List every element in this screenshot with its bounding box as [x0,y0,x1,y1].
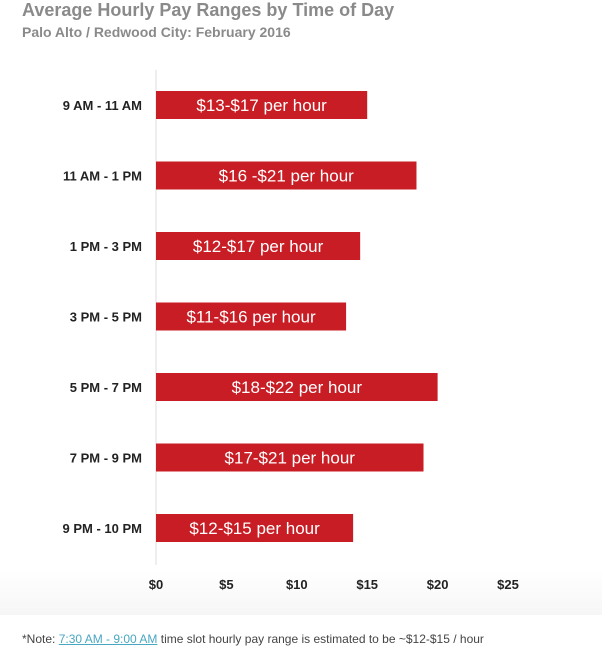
x-tick-label: $25 [497,577,519,592]
data-label: $12-$15 per hour [189,519,320,538]
footnote: *Note: 7:30 AM - 9:00 AM time slot hourl… [22,632,484,646]
bar [156,302,347,331]
chart-subtitle: Palo Alto / Redwood City: February 2016 [22,24,291,40]
data-label: $18-$22 per hour [232,378,363,397]
category-label: 3 PM - 5 PM [70,310,142,325]
bar [156,91,368,119]
x-tick-label: $10 [286,577,308,592]
x-tick-label: $20 [427,577,449,592]
category-label: 7 PM - 9 PM [70,451,142,466]
data-label: $11-$16 per hour [186,308,316,327]
x-tick-label: $5 [219,577,233,592]
bar [156,514,354,542]
footnote-suffix: time slot hourly pay range is estimated … [157,632,484,646]
data-label: $12-$17 per hour [193,237,324,256]
category-label: 9 PM - 10 PM [63,521,142,536]
category-label: 11 AM - 1 PM [63,169,142,184]
data-label: $16 -$21 per hour [219,167,354,186]
category-label: 1 PM - 3 PM [70,239,142,254]
bar [156,161,417,190]
data-label: $13-$17 per hour [196,96,327,115]
bar [156,443,424,472]
chart-title: Average Hourly Pay Ranges by Time of Day [22,0,395,20]
category-label: 9 AM - 11 AM [63,98,142,113]
data-label: $17-$21 per hour [225,449,356,468]
x-tick-label: $15 [356,577,378,592]
footnote-time-link[interactable]: 7:30 AM - 9:00 AM [58,632,158,646]
x-tick-label: $0 [149,577,163,592]
bar [156,232,361,260]
category-label: 5 PM - 7 PM [70,380,142,395]
footnote-prefix: *Note: [22,632,59,646]
bar-chart: 9 AM - 11 AM $13-$17 per hour 11 AM - 1 PM… [63,70,519,592]
bar [156,373,438,401]
chart-area: 9 AM - 11 AM $13-$17 per hour 11 AM - 1 PM… [0,55,602,615]
